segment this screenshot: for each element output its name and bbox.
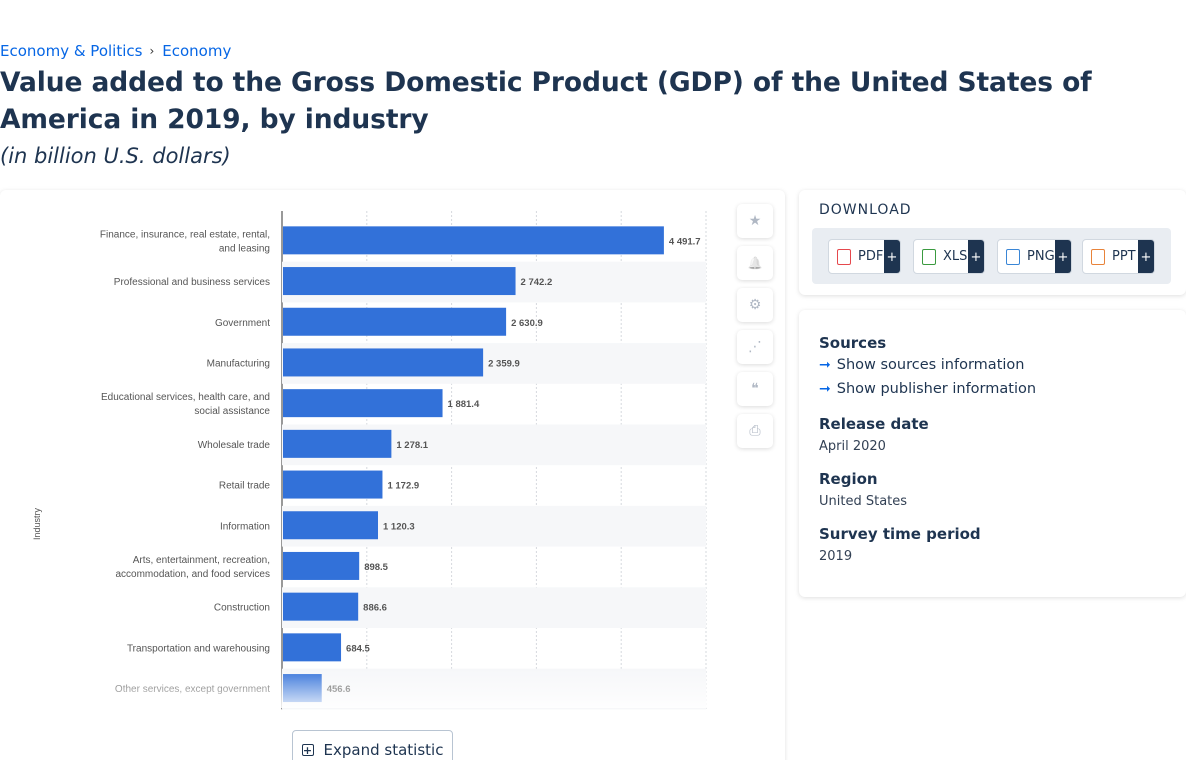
expand-statistic-label: Expand statistic <box>323 741 444 759</box>
expand-statistic-button[interactable]: + Expand statistic <box>292 730 453 760</box>
quote-icon[interactable]: ❝ <box>737 372 773 406</box>
category-label: Retail trade <box>219 481 271 492</box>
category-label: Transportation and warehousing <box>127 643 270 654</box>
download-pdf-label: PDF <box>858 249 884 264</box>
pdf-file-icon <box>837 248 851 265</box>
value-label: 1 881.4 <box>448 399 480 410</box>
show-sources-text: Show sources information <box>836 357 1025 373</box>
png-plus-icon[interactable]: + <box>1055 240 1071 273</box>
category-label: Educational services, health care, and so… <box>101 392 270 417</box>
survey-period-label: Survey time period <box>819 525 981 543</box>
release-date-label: Release date <box>819 415 929 433</box>
star-glyph: ★ <box>748 213 762 229</box>
bar[interactable] <box>283 389 443 418</box>
show-sources-link[interactable]: ➞ Show sources information <box>819 357 1024 373</box>
category-label: Government <box>215 318 270 329</box>
arrow-right-icon: ➞ <box>819 357 831 373</box>
chart-bars <box>283 226 664 703</box>
download-png-label: PNG <box>1027 249 1055 264</box>
category-label: Finance, insurance, real estate, rental,… <box>100 229 270 254</box>
chart-category-labels: Finance, insurance, real estate, rental,… <box>100 229 271 695</box>
print-glyph: ⎙ <box>749 423 761 439</box>
download-tray: PDF + XLS + PNG + PPT + <box>812 228 1171 284</box>
arrow-right-icon: ➞ <box>819 381 831 397</box>
bar[interactable] <box>283 226 664 255</box>
chart-toolbar: ★ 🔔 ⚙ ⋰ ❝ ⎙ <box>737 204 773 456</box>
breadcrumb-separator: › <box>149 44 155 58</box>
chart-value-labels: 4 491.7 2 742.2 2 630.9 2 359.9 1 881.4 1 278… <box>327 236 701 695</box>
breadcrumb-economy-politics[interactable]: Economy & Politics <box>0 42 143 60</box>
breadcrumb: Economy & Politics › Economy <box>0 42 231 60</box>
plus-square-icon: + <box>301 743 314 757</box>
page-subtitle: (in billion U.S. dollars) <box>0 144 231 168</box>
download-ppt-label: PPT <box>1112 249 1136 264</box>
info-card: Sources ➞ Show sources information ➞ Sho… <box>799 310 1186 597</box>
gear-glyph: ⚙ <box>748 297 762 313</box>
xls-file-icon <box>922 248 936 265</box>
category-label: Construction <box>214 603 270 614</box>
star-icon[interactable]: ★ <box>737 204 773 238</box>
chart-row-bands <box>282 261 706 710</box>
download-ppt-button[interactable]: PPT + <box>1082 239 1155 274</box>
value-label: 4 491.7 <box>669 236 701 247</box>
print-icon[interactable]: ⎙ <box>737 414 773 448</box>
share-glyph: ⋰ <box>748 339 762 355</box>
value-label: 2 359.9 <box>488 358 520 369</box>
ppt-file-icon <box>1091 248 1105 265</box>
gear-icon[interactable]: ⚙ <box>737 288 773 322</box>
category-label: Arts, entertainment, recreation, accommod… <box>115 555 270 580</box>
breadcrumb-economy[interactable]: Economy <box>162 42 232 60</box>
value-label: 1 278.1 <box>396 440 428 451</box>
bar[interactable] <box>283 348 484 377</box>
bell-glyph: 🔔 <box>747 256 763 270</box>
download-png-button[interactable]: PNG + <box>997 239 1072 274</box>
release-date-value: April 2020 <box>819 439 886 454</box>
y-axis-title: Industry <box>32 507 42 540</box>
ppt-plus-icon[interactable]: + <box>1138 240 1154 273</box>
value-label: 1 172.9 <box>387 481 419 492</box>
bell-icon[interactable]: 🔔 <box>737 246 773 280</box>
category-label: Professional and business services <box>114 277 270 288</box>
value-label: 2 630.9 <box>511 318 543 329</box>
value-label: 886.6 <box>363 603 387 614</box>
value-label: 898.5 <box>364 562 388 573</box>
bar[interactable] <box>283 633 342 662</box>
page-title: Value added to the Gross Domestic Produc… <box>0 67 1092 135</box>
show-publisher-text: Show publisher information <box>836 381 1037 397</box>
bar[interactable] <box>283 470 383 499</box>
bar[interactable] <box>283 511 379 540</box>
download-xls-button[interactable]: XLS + <box>913 239 985 274</box>
pdf-plus-icon[interactable]: + <box>884 240 900 273</box>
value-label: 2 742.2 <box>521 277 553 288</box>
bar-chart: Finance, insurance, real estate, rental,… <box>0 211 730 710</box>
xls-plus-icon[interactable]: + <box>968 240 984 273</box>
chart-fade-overlay <box>0 668 730 708</box>
survey-period-value: 2019 <box>819 549 853 564</box>
category-label: Manufacturing <box>207 358 270 369</box>
category-label: Information <box>220 521 270 532</box>
download-pdf-button[interactable]: PDF + <box>828 239 901 274</box>
show-publisher-link[interactable]: ➞ Show publisher information <box>819 381 1036 397</box>
bar[interactable] <box>283 551 360 580</box>
region-label: Region <box>819 470 878 488</box>
sources-label: Sources <box>819 334 887 352</box>
quote-glyph: ❝ <box>751 381 759 397</box>
bar[interactable] <box>283 429 392 458</box>
download-title: DOWNLOAD <box>819 202 912 218</box>
value-label: 684.5 <box>346 643 370 654</box>
value-label: 1 120.3 <box>383 521 415 532</box>
png-file-icon <box>1006 248 1020 265</box>
bar[interactable] <box>283 267 516 296</box>
region-value: United States <box>819 494 908 509</box>
bar[interactable] <box>283 307 507 336</box>
bar[interactable] <box>283 592 359 621</box>
download-xls-label: XLS <box>943 249 968 264</box>
download-card: DOWNLOAD PDF + XLS + PNG + PPT + <box>799 190 1186 295</box>
category-label: Wholesale trade <box>198 440 271 451</box>
share-icon[interactable]: ⋰ <box>737 330 773 364</box>
chart-card: Finance, insurance, real estate, rental,… <box>0 190 785 760</box>
